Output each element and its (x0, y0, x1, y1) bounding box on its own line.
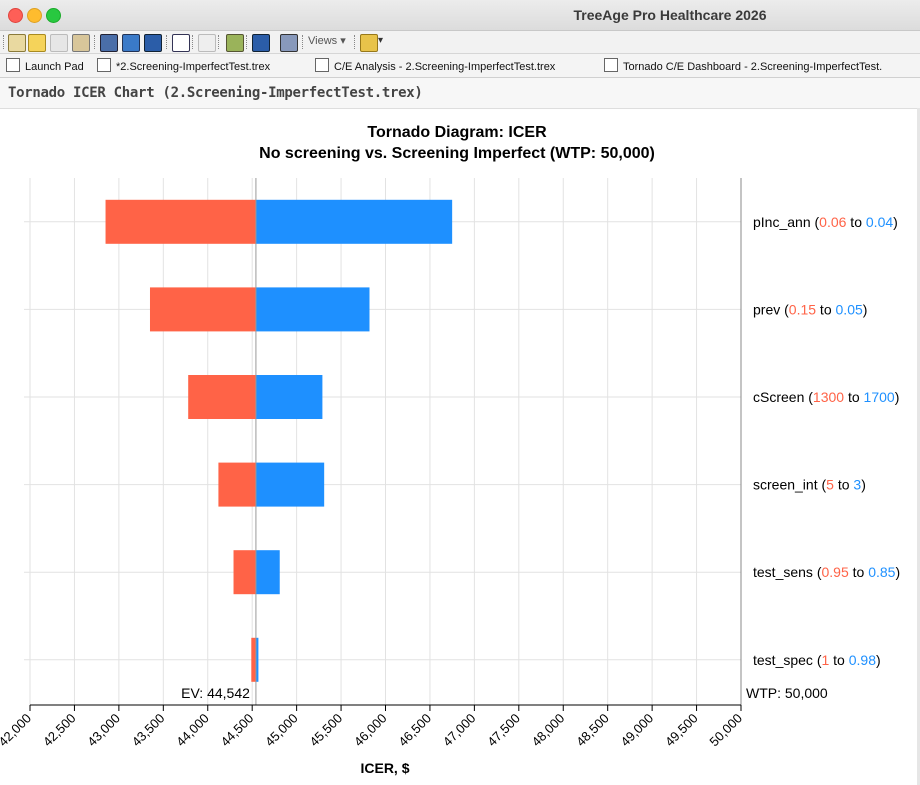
tab-ce-analysis[interactable]: C/E Analysis - 2.Screening-ImperfectTest… (315, 58, 555, 73)
bar-low-test_sens (233, 550, 256, 595)
tab-tornado-dashboard[interactable]: Tornado C/E Dashboard - 2.Screening-Impe… (604, 58, 882, 73)
panel-title: Tornado ICER Chart (2.Screening-Imperfec… (8, 85, 423, 101)
home-icon[interactable] (8, 34, 26, 52)
bar-high-prev (255, 287, 370, 332)
variable-label-test_spec: test_spec (1 to 0.98) (753, 652, 881, 668)
bar-low-cScreen (188, 375, 256, 419)
bar-low-test_spec (251, 637, 256, 682)
chart-subtitle: No screening vs. Screening Imperfect (WT… (259, 145, 655, 162)
variable-label-prev: prev (0.15 to 0.05) (753, 301, 867, 317)
back-icon[interactable] (28, 34, 46, 52)
chart-bars (105, 178, 453, 705)
close-window-button[interactable] (8, 8, 23, 23)
chevron-down-icon[interactable]: ▾ (378, 35, 384, 46)
house-icon (6, 58, 20, 72)
x-axis: 42,000 42,500 43,000 43,500 44,000 44,500 45,0… (0, 704, 745, 750)
variable-label-pInc_ann: pInc_ann (0.06 to 0.04) (753, 214, 898, 230)
wand-icon[interactable] (360, 34, 378, 52)
bar-low-prev (149, 287, 256, 332)
chart-title: Tornado Diagram: ICER (367, 124, 547, 141)
x-tick-label: 46,000 (351, 711, 390, 750)
x-tick-label: 47,000 (440, 711, 479, 750)
window-title: TreeAge Pro Healthcare 2026 (573, 7, 767, 23)
wtp-label: WTP: 50,000 (746, 685, 828, 701)
x-tick-label: 42,000 (0, 711, 34, 750)
bar-low-pInc_ann (105, 199, 256, 244)
x-tick-label: 49,500 (662, 711, 701, 750)
save-all-icon[interactable] (252, 34, 270, 52)
sync-icon[interactable] (72, 34, 90, 52)
minimize-window-button[interactable] (27, 8, 42, 23)
x-tick-label: 43,500 (129, 711, 168, 750)
views-dropdown[interactable]: Views ▾ (308, 35, 346, 47)
bar-high-cScreen (255, 375, 323, 419)
x-tick-label: 45,000 (262, 711, 301, 750)
bar-high-test_spec (255, 637, 259, 682)
panel-header: Tornado ICER Chart (2.Screening-Imperfec… (0, 78, 920, 109)
main-toolbar: Views ▾ ▾ (0, 31, 920, 54)
tree-icon (97, 58, 111, 72)
variable-label-screen_int: screen_int (5 to 3) (753, 477, 866, 493)
tornado-chart: Tornado Diagram: ICER No screening vs. S… (0, 124, 900, 776)
x-tick-label: 43,000 (84, 711, 123, 750)
chart-icon (315, 58, 329, 72)
model-icon[interactable] (100, 34, 118, 52)
x-tick-label: 45,500 (306, 711, 345, 750)
shield-icon[interactable] (122, 34, 140, 52)
x-tick-label: 48,500 (573, 711, 612, 750)
x-tick-label: 44,000 (173, 711, 212, 750)
chart-grid (24, 178, 742, 705)
bar-high-screen_int (255, 462, 325, 507)
x-tick-label: 50,000 (706, 711, 745, 750)
text-icon[interactable] (172, 34, 190, 52)
panel-scroll-edge (917, 108, 920, 785)
chart-icon (604, 58, 618, 72)
window-titlebar: TreeAge Pro Healthcare 2026 (0, 0, 920, 31)
chart-icon[interactable] (280, 34, 298, 52)
tab-launch-pad[interactable]: Launch Pad (6, 58, 84, 73)
x-tick-label: 49,000 (618, 711, 657, 750)
variable-label-cScreen: cScreen (1300 to 1700) (753, 389, 899, 405)
bar-low-screen_int (218, 462, 256, 507)
tab-tree-file[interactable]: *2.Screening-ImperfectTest.trex (97, 58, 270, 73)
x-tick-label: 46,500 (395, 711, 434, 750)
forward-icon[interactable] (50, 34, 68, 52)
ev-label: EV: 44,542 (181, 685, 250, 701)
export-icon[interactable] (226, 34, 244, 52)
bar-high-test_sens (255, 550, 280, 595)
editor-tabs: Launch Pad *2.Screening-ImperfectTest.tr… (0, 54, 920, 78)
save-icon[interactable] (144, 34, 162, 52)
bar-high-pInc_ann (255, 199, 453, 244)
zoom-window-button[interactable] (46, 8, 61, 23)
x-tick-label: 44,500 (218, 711, 257, 750)
print-icon[interactable] (198, 34, 216, 52)
variable-label-test_sens: test_sens (0.95 to 0.85) (753, 564, 900, 580)
x-tick-label: 47,500 (484, 711, 523, 750)
x-tick-label: 48,000 (529, 711, 568, 750)
x-tick-label: 42,500 (40, 711, 79, 750)
variable-labels: pInc_ann (0.06 to 0.04) prev (0.15 to 0.0… (753, 214, 900, 668)
x-axis-label: ICER, $ (360, 760, 409, 776)
